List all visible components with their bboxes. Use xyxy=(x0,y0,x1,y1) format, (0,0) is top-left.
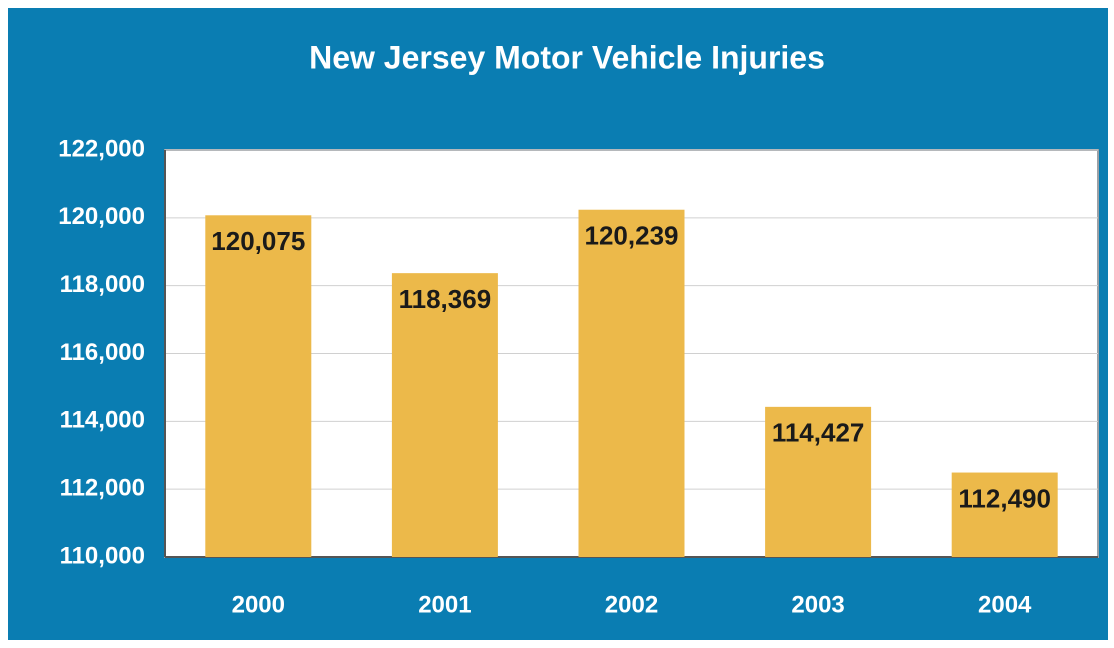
y-tick-label: 120,000 xyxy=(58,203,145,230)
y-tick-label: 122,000 xyxy=(58,135,145,162)
data-label: 114,427 xyxy=(772,418,865,448)
y-tick-label: 110,000 xyxy=(60,542,145,569)
y-tick-label: 118,000 xyxy=(60,271,145,298)
y-tick-label: 112,000 xyxy=(60,475,145,502)
bar xyxy=(205,215,312,557)
x-tick-label: 2000 xyxy=(232,591,285,618)
x-tick-label: 2002 xyxy=(605,591,658,618)
bar xyxy=(765,406,872,557)
x-tick-label: 2004 xyxy=(978,591,1032,618)
bar xyxy=(951,472,1058,557)
data-label: 120,075 xyxy=(211,226,305,256)
chart-title: New Jersey Motor Vehicle Injuries xyxy=(309,39,825,75)
data-label: 118,369 xyxy=(399,284,492,314)
y-tick-label: 116,000 xyxy=(60,339,145,366)
x-tick-label: 2003 xyxy=(791,591,844,618)
bar xyxy=(578,209,685,558)
data-label: 112,490 xyxy=(958,483,1051,513)
bar xyxy=(391,273,498,557)
x-tick-label: 2001 xyxy=(418,591,471,618)
data-label: 120,239 xyxy=(585,221,679,251)
y-tick-label: 114,000 xyxy=(60,407,145,434)
